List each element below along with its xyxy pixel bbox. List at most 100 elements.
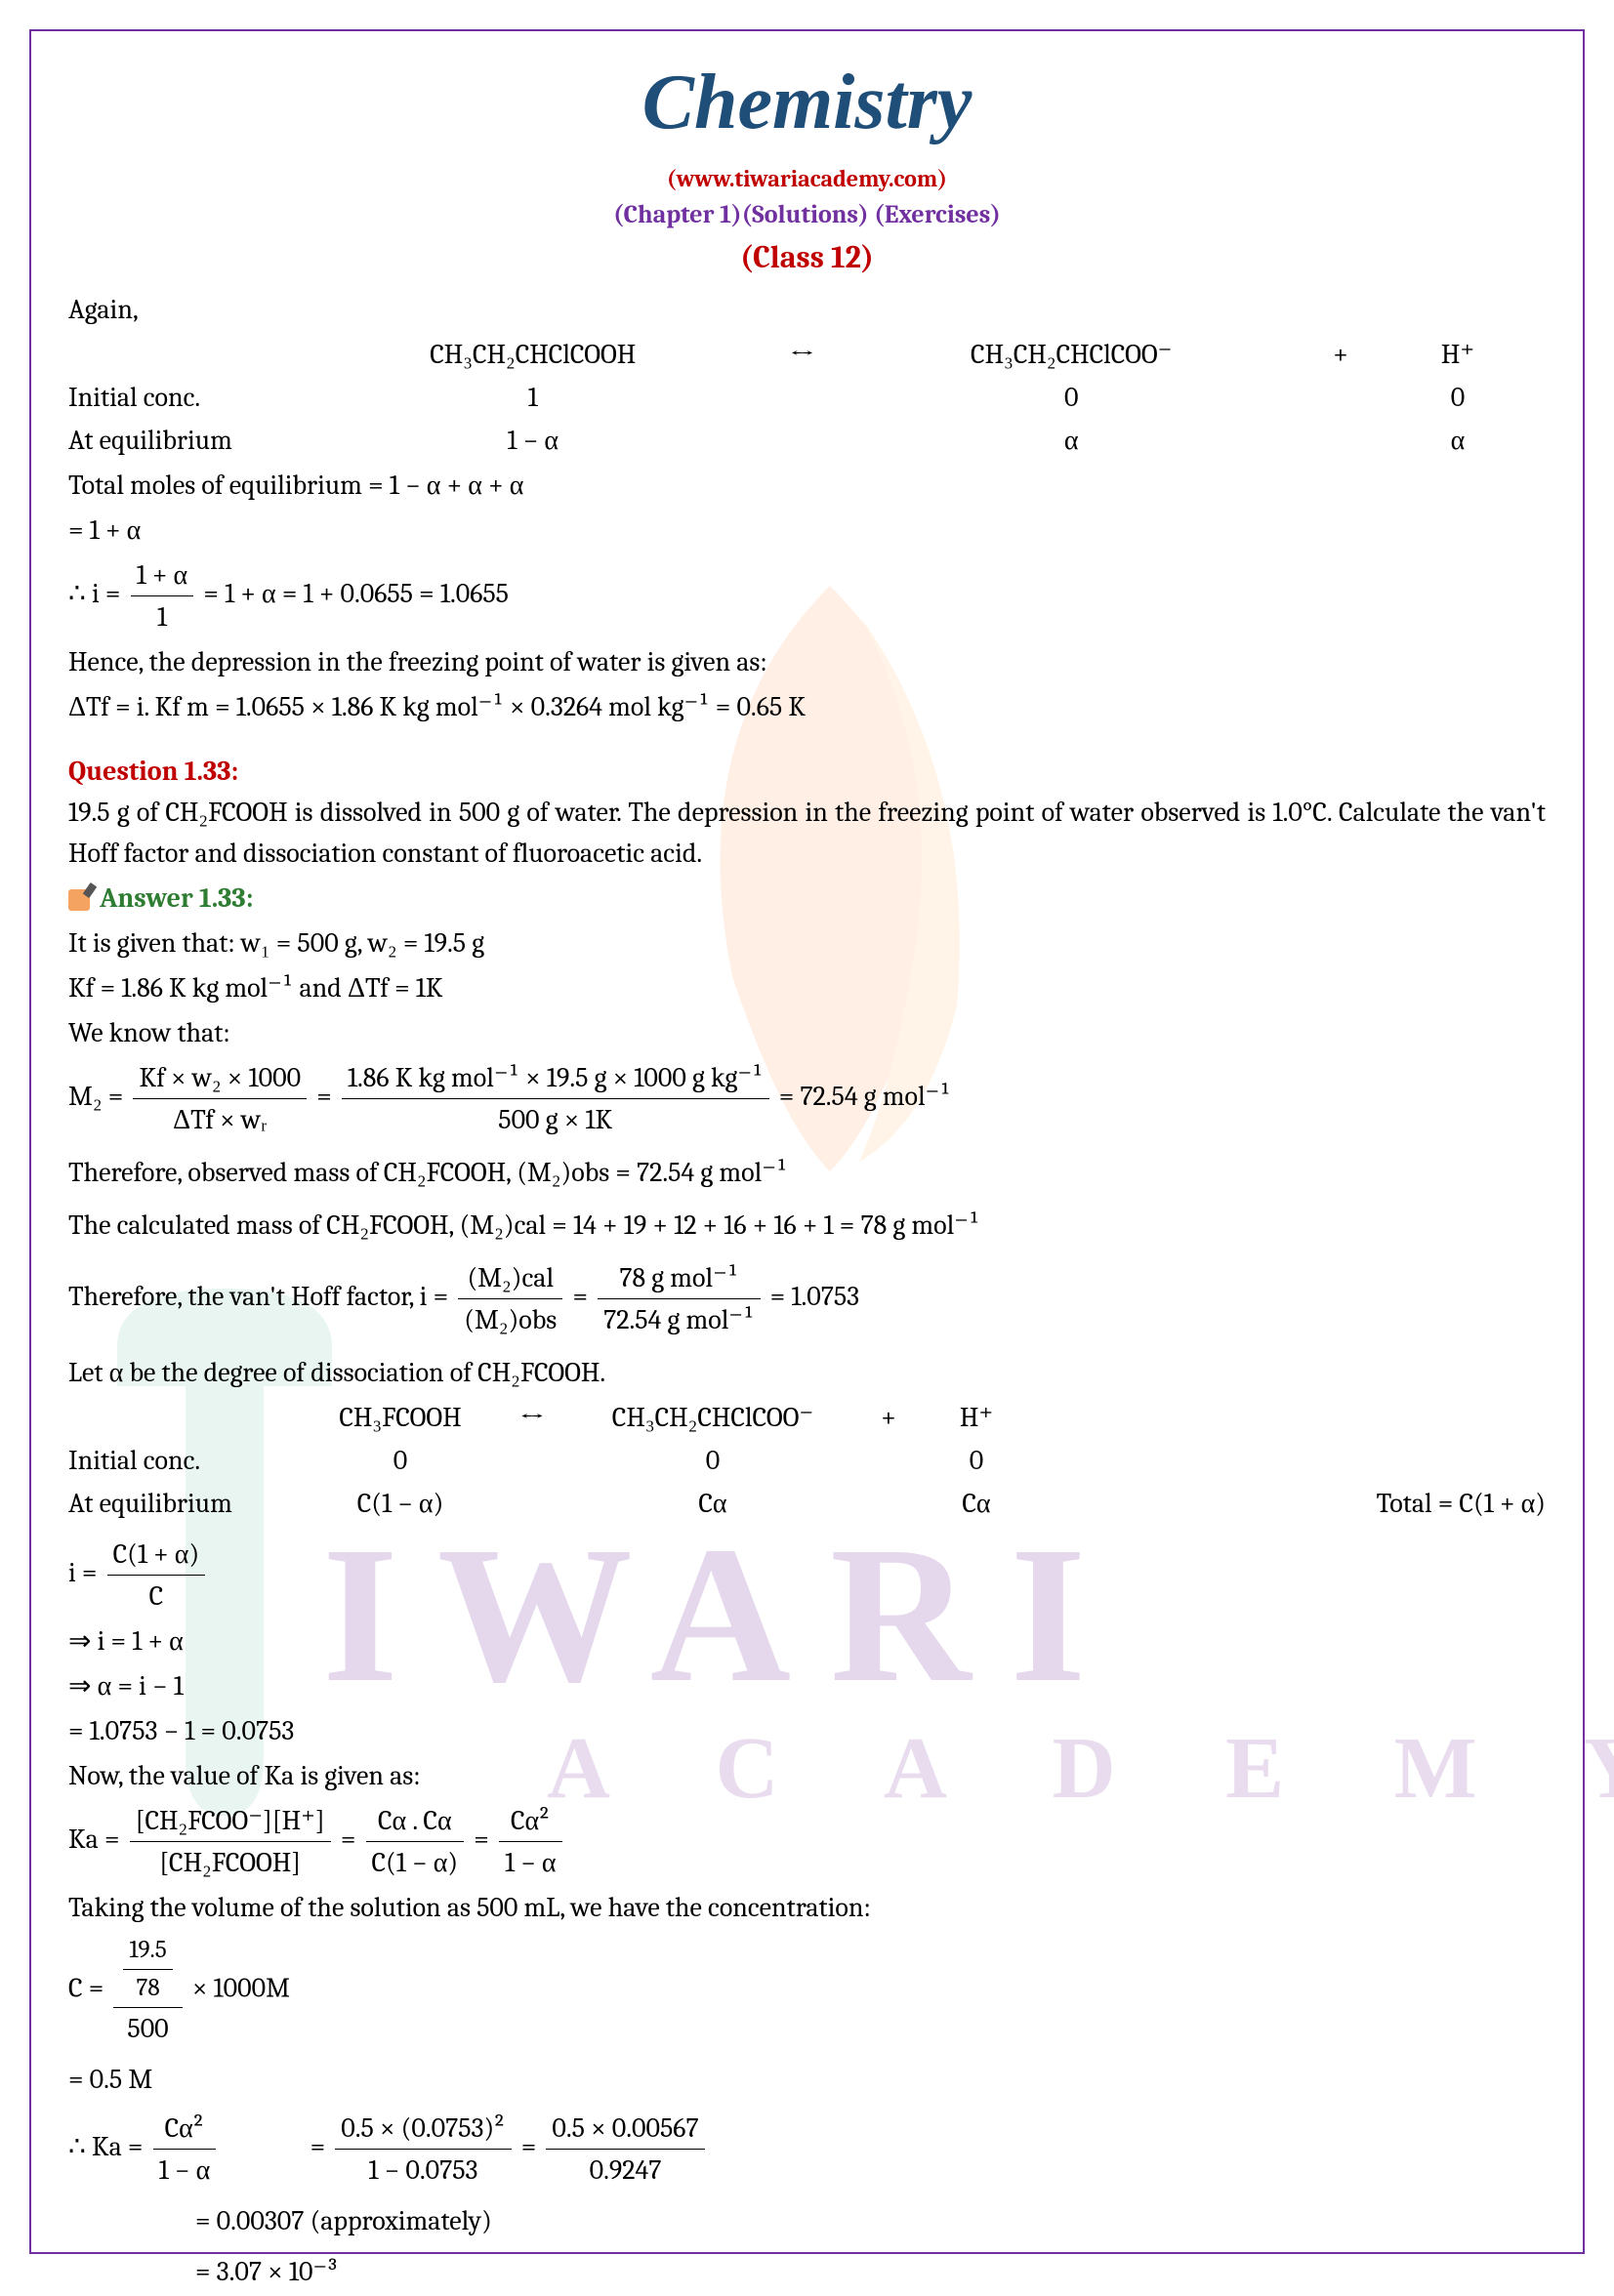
eq2-initial-row: Initial conc. 0 0 0 — [68, 1440, 1546, 1481]
total-moles: Total moles of equilibrium = 1 − α + α +… — [68, 465, 1546, 506]
ka-f-eq2: = — [521, 2131, 537, 2162]
eq2-reactant: CH₃FCOOH — [293, 1397, 508, 1438]
m2-num1: Kf × w₂ × 1000 — [133, 1057, 307, 1099]
ka-num1: [CH₂FCOO⁻][H⁺] — [130, 1800, 331, 1842]
ka-intro: Now, the value of Ka is given as: — [68, 1755, 1546, 1796]
ka-f-num2: 0.5 × (0.0753)² — [335, 2108, 511, 2150]
ka-f-num3: 0.5 × 0.00567 — [546, 2108, 704, 2150]
i-eq-num: C(1 + α) — [107, 1534, 206, 1576]
header: Chemistry (www.tiwariacademy.com) (Chapt… — [68, 44, 1546, 281]
eq-reactant: 1 − α — [293, 420, 773, 461]
eq2-eq-r: C(1 − α) — [293, 1483, 508, 1524]
ka-f-den2: 1 − 0.0753 — [335, 2150, 511, 2191]
c-result: = 0.5 M — [68, 2059, 1546, 2100]
obs-mass: Therefore, observed mass of CH₂FCOOH, (M… — [68, 1152, 1546, 1193]
m2-result: = 72.54 g mol⁻¹ — [779, 1081, 951, 1112]
ka-result-1: = 0.00307 (approximately) — [195, 2200, 1546, 2241]
m2-num2: 1.86 K kg mol⁻¹ × 19.5 g × 1000 g kg⁻¹ — [342, 1057, 769, 1099]
eq-label: At equilibrium — [68, 420, 293, 461]
eq-p1: α — [832, 420, 1312, 461]
initial-p2: 0 — [1370, 377, 1546, 418]
site-url: (www.tiwariacademy.com) — [68, 161, 1546, 196]
vh-num: (M₂)cal — [458, 1257, 562, 1299]
eq-arrow: ↔ — [773, 334, 832, 375]
page-title: Chemistry — [68, 44, 1546, 161]
ka-den3: 1 − α — [499, 1842, 562, 1883]
question-label: Question 1.33: — [68, 751, 1546, 792]
ka-f-num1: Cα² — [153, 2108, 217, 2150]
i-suffix: = 1 + α = 1 + 0.0655 = 1.0655 — [203, 578, 509, 609]
class-label: (Class 12) — [68, 234, 1546, 281]
m2-calc: M₂ = Kf × w₂ × 1000 ΔTf × wᵣ = 1.86 K kg… — [68, 1057, 1546, 1140]
ka-f-eq1: = — [310, 2131, 326, 2162]
we-know: We know that: — [68, 1012, 1546, 1053]
ka-den1: [CH₂FCOOH] — [130, 1842, 331, 1883]
initial-label: Initial conc. — [68, 377, 293, 418]
eq2-initial-label: Initial conc. — [68, 1440, 293, 1481]
question-1-33: Question 1.33: 19.5 g of CH₂FCOOH is dis… — [68, 751, 1546, 2292]
c-suffix: × 1000M — [192, 1972, 290, 2003]
m2-den1: ΔTf × wᵣ — [133, 1099, 307, 1140]
plus-sign: + — [1311, 334, 1370, 375]
pencil-icon — [68, 889, 90, 911]
ka-eq1: = — [341, 1824, 356, 1855]
eq2-arrow: ↔ — [508, 1397, 557, 1438]
initial-conc-row: Initial conc. 1 0 0 — [68, 377, 1546, 418]
total-result: = 1 + α — [68, 510, 1546, 551]
eq2-row: CH₃FCOOH ↔ CH₃CH₂CHClCOO⁻ + H⁺ — [68, 1397, 1546, 1438]
i-eq-den: C — [107, 1576, 206, 1617]
i-prefix: ∴ i = — [68, 578, 120, 609]
product-1: CH₃CH₂CHClCOO⁻ — [832, 334, 1312, 375]
vant-hoff-calc: Therefore, the van't Hoff factor, i = (M… — [68, 1257, 1546, 1340]
ka-final-calc: ∴ Ka = Cα² 1 − α = 0.5 × (0.0753)² 1 − 0… — [68, 2108, 1546, 2191]
given-values: It is given that: w₁ = 500 g, w₂ = 19.5 … — [68, 922, 1546, 964]
ka-den2: C(1 − α) — [366, 1842, 465, 1883]
conc-text: Taking the volume of the solution as 500… — [68, 1887, 1546, 1928]
ka-result-2: = 3.07 × 10⁻³ — [195, 2251, 1546, 2292]
delta-t-calc: ΔTf = i. Kf m = 1.0655 × 1.86 K kg mol⁻¹… — [68, 686, 1546, 727]
eq2-total: Total = C(1 + α) — [1045, 1483, 1546, 1524]
eq2-initial-p2: 0 — [908, 1440, 1045, 1481]
vh-prefix: Therefore, the van't Hoff factor, i = — [68, 1281, 448, 1312]
i-den: 1 — [131, 596, 194, 637]
vh-result: = 1.0753 — [770, 1281, 859, 1312]
equation-row: CH₃CH₂CHClCOOH ↔ CH₃CH₂CHClCOO⁻ + H⁺ — [68, 334, 1546, 375]
prev-solution: Again, CH₃CH₂CHClCOOH ↔ CH₃CH₂CHClCOO⁻ +… — [68, 289, 1546, 727]
i-calc: ∴ i = 1 + α 1 = 1 + α = 1 + 0.0655 = 1.0… — [68, 554, 1546, 637]
i-eq-prefix: i = — [68, 1557, 97, 1588]
ka-f-prefix: ∴ Ka = — [68, 2131, 143, 2162]
calc-mass: The calculated mass of CH₂FCOOH, (M₂)cal… — [68, 1205, 1546, 1246]
eq2-eq-p1: Cα — [557, 1483, 869, 1524]
m2-den2: 500 g × 1K — [342, 1099, 769, 1140]
implies-2: ⇒ α = i − 1 — [68, 1665, 1546, 1706]
ka-prefix: Ka = — [68, 1824, 119, 1855]
chapter-label: (Chapter 1)(Solutions) (Exercises) — [68, 196, 1546, 234]
ka-eq2: = — [474, 1824, 489, 1855]
let-alpha: Let α be the degree of dissociation of C… — [68, 1352, 1546, 1393]
reactant: CH₃CH₂CHClCOOH — [293, 334, 773, 375]
question-text: 19.5 g of CH₂FCOOH is dissolved in 500 g… — [68, 792, 1546, 874]
hence-text: Hence, the depression in the freezing po… — [68, 641, 1546, 682]
ka-num2: Cα . Cα — [366, 1800, 465, 1842]
eq2-eq-label: At equilibrium — [68, 1483, 293, 1524]
alpha-result: = 1.0753 − 1 = 0.0753 — [68, 1710, 1546, 1751]
answer-header: Answer 1.33: — [68, 878, 1546, 919]
vh-den2: 72.54 g mol⁻¹ — [598, 1299, 760, 1340]
kf-values: Kf = 1.86 K kg mol⁻¹ and ΔTf = 1K — [68, 967, 1546, 1008]
content-area: Chemistry (www.tiwariacademy.com) (Chapt… — [68, 44, 1546, 2296]
eq2-p1: CH₃CH₂CHClCOO⁻ — [557, 1397, 869, 1438]
eq2-initial-r: 0 — [293, 1440, 508, 1481]
eq2-p2: H⁺ — [908, 1397, 1045, 1438]
initial-p1: 0 — [832, 377, 1312, 418]
c-num-bot: 78 — [123, 1970, 172, 2007]
m2-eq1: = — [316, 1081, 332, 1112]
ka-calc: Ka = [CH₂FCOO⁻][H⁺] [CH₂FCOOH] = Cα . Cα… — [68, 1800, 1546, 1883]
c-calc: C = 19.5 78 500 × 1000M — [68, 1932, 1546, 2049]
eq2-eq-p2: Cα — [908, 1483, 1045, 1524]
i-num: 1 + α — [131, 554, 194, 596]
again-label: Again, — [68, 289, 1546, 330]
eq2-plus: + — [869, 1397, 908, 1438]
vh-num2: 78 g mol⁻¹ — [598, 1257, 760, 1299]
eq2-initial-p1: 0 — [557, 1440, 869, 1481]
i-eq-calc: i = C(1 + α) C — [68, 1534, 1546, 1617]
